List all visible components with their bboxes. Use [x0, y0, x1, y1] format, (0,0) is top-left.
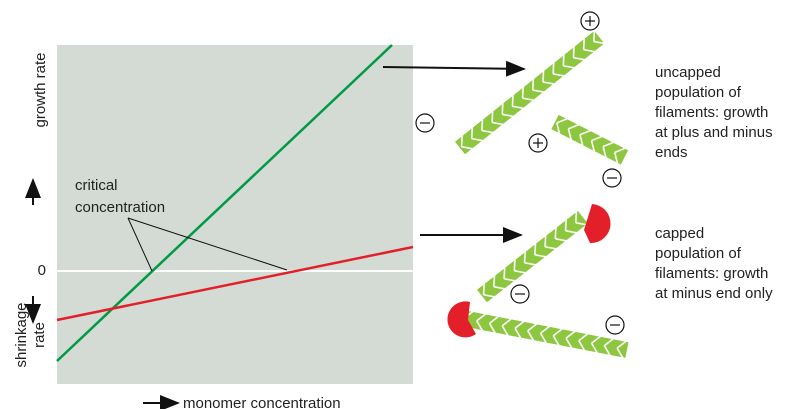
- y-axis-label: shrinkage: [13, 302, 30, 367]
- cap: [584, 204, 611, 244]
- caption-line: capped: [655, 225, 704, 242]
- zero-label: 0: [38, 262, 46, 279]
- filament: [551, 114, 629, 165]
- arrow: [382, 60, 526, 77]
- caption-line: at minus end only: [655, 285, 773, 302]
- caption-line: ends: [655, 144, 688, 161]
- annotation: critical: [75, 177, 118, 194]
- plot-area: [57, 45, 413, 384]
- capped-line: [56, 245, 414, 322]
- caption-line: filaments: growth: [655, 104, 768, 121]
- end-symbols: [415, 11, 625, 335]
- x-axis-label: monomer concentration: [183, 395, 341, 409]
- filament: [455, 30, 605, 155]
- caption-line: uncapped: [655, 64, 721, 81]
- caption-line: population of: [655, 84, 742, 101]
- caption-line: filaments: growth: [655, 265, 768, 282]
- caption-line: population of: [655, 245, 742, 262]
- pointer: [127, 217, 288, 271]
- captions: uncapped population of filaments: growth at…: [655, 64, 773, 302]
- filament: [477, 210, 588, 303]
- annotation: concentration: [75, 199, 165, 216]
- y-axis-label: rate: [31, 322, 48, 348]
- cap: [447, 301, 476, 338]
- y-axis-label: growth rate: [32, 52, 49, 127]
- pointer: [127, 217, 153, 272]
- filament: [460, 310, 629, 358]
- caption-line: at plus and minus: [655, 124, 773, 141]
